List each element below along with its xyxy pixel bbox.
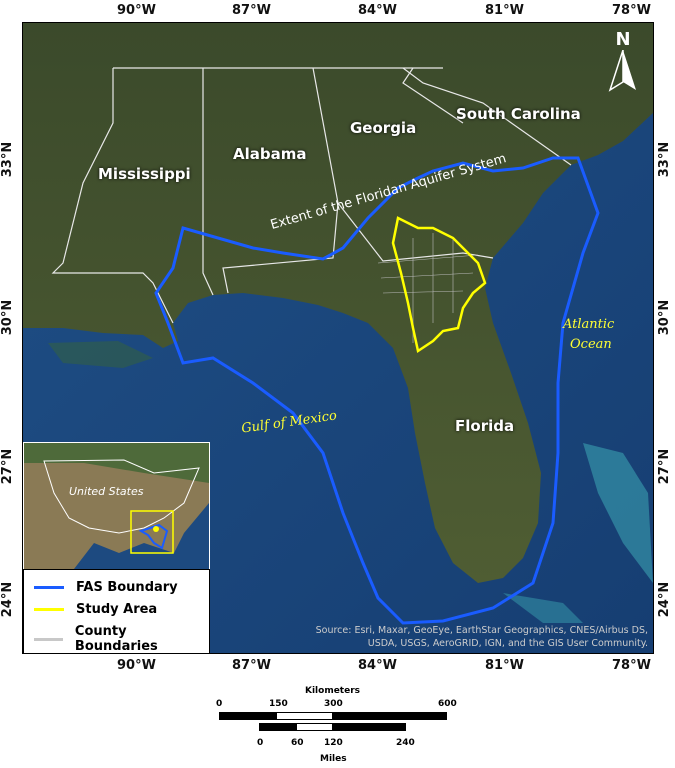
km-tick: 600 bbox=[438, 699, 457, 709]
inset-map: United States bbox=[23, 442, 210, 570]
lat-label: 30°N bbox=[0, 299, 16, 336]
km-title: Kilometers bbox=[305, 686, 361, 696]
lon-label: 90°W bbox=[117, 3, 156, 18]
inset-basemap bbox=[24, 443, 209, 569]
bahamas-banks bbox=[583, 443, 653, 583]
legend-item-fas: FAS Boundary bbox=[34, 580, 178, 595]
lon-label: 81°W bbox=[485, 3, 524, 18]
mi-tick: 240 bbox=[396, 738, 415, 748]
state-label-florida: Florida bbox=[455, 417, 515, 435]
mi-title: Miles bbox=[320, 754, 347, 764]
state-label-south-carolina: South Carolina bbox=[456, 105, 581, 123]
north-letter: N bbox=[615, 29, 631, 50]
mi-tick: 120 bbox=[324, 738, 343, 748]
mi-tick: 0 bbox=[257, 738, 264, 748]
lat-label: 33°N bbox=[0, 141, 16, 178]
lat-label: 33°N bbox=[657, 141, 673, 178]
state-boundaries bbox=[51, 67, 572, 324]
lat-label: 24°N bbox=[657, 581, 673, 618]
km-bar bbox=[219, 712, 447, 720]
atlantic-label: Atlantic bbox=[563, 317, 615, 332]
lon-label: 87°W bbox=[232, 658, 271, 673]
lat-label: 24°N bbox=[0, 581, 16, 618]
inset-label: United States bbox=[69, 485, 144, 498]
lat-label: 27°N bbox=[0, 448, 16, 485]
source-line-2: USDA, USGS, AeroGRID, IGN, and the GIS U… bbox=[367, 638, 648, 649]
source-line-1: Source: Esri, Maxar, GeoEye, EarthStar G… bbox=[315, 625, 648, 636]
legend-label: FAS Boundary bbox=[76, 580, 178, 595]
state-label-georgia: Georgia bbox=[350, 119, 417, 137]
km-tick: 0 bbox=[216, 699, 223, 709]
land bbox=[23, 23, 653, 583]
fas-boundary bbox=[154, 156, 600, 625]
km-tick: 300 bbox=[324, 699, 343, 709]
state-label-mississippi: Mississippi bbox=[98, 165, 191, 183]
north-arrow: N bbox=[603, 29, 643, 96]
lat-label: 27°N bbox=[657, 448, 673, 485]
lat-label: 30°N bbox=[657, 299, 673, 336]
lon-label: 81°W bbox=[485, 658, 524, 673]
shallow-water bbox=[48, 341, 153, 368]
north-arrow-icon bbox=[608, 49, 636, 92]
lon-label: 78°W bbox=[612, 3, 651, 18]
mi-bar bbox=[259, 723, 406, 731]
mi-tick: 60 bbox=[291, 738, 304, 748]
county-boundaries bbox=[377, 233, 479, 343]
lon-label: 90°W bbox=[117, 658, 156, 673]
legend-swatch bbox=[34, 637, 63, 641]
legend-label: Study Area bbox=[76, 602, 158, 617]
lon-label: 78°W bbox=[612, 658, 651, 673]
source-attribution: Source: Esri, Maxar, GeoEye, EarthStar G… bbox=[316, 624, 648, 650]
lon-label: 87°W bbox=[232, 3, 271, 18]
keys-shallows bbox=[503, 593, 583, 623]
state-label-alabama: Alabama bbox=[233, 145, 307, 163]
legend-item-study-area: Study Area bbox=[34, 602, 157, 617]
legend-swatch bbox=[34, 608, 64, 611]
atlantic-label-2: Ocean bbox=[570, 337, 612, 352]
legend-swatch bbox=[34, 586, 64, 589]
lon-label: 84°W bbox=[358, 3, 397, 18]
legend-label: County Boundaries bbox=[74, 624, 158, 654]
km-tick: 150 bbox=[269, 699, 288, 709]
legend: FAS Boundary Study Area County Boundarie… bbox=[23, 569, 210, 654]
legend-item-county: County Boundaries bbox=[34, 624, 209, 654]
study-area-boundary bbox=[391, 216, 487, 354]
lon-label: 84°W bbox=[358, 658, 397, 673]
